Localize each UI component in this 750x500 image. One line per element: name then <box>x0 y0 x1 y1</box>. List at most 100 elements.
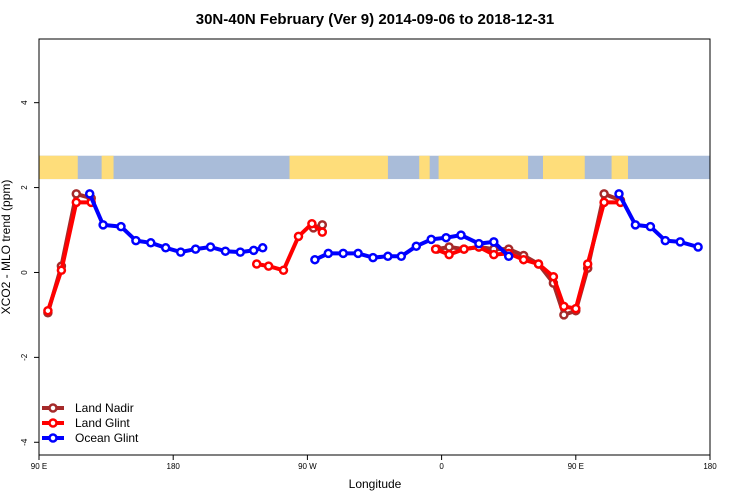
data-point <box>71 189 82 199</box>
data-point <box>518 254 529 265</box>
data-point <box>426 234 436 245</box>
data-point <box>310 254 320 265</box>
data-point <box>630 220 641 230</box>
series-line <box>87 193 264 255</box>
legend-marker <box>48 418 58 428</box>
series-line <box>436 191 622 317</box>
series-land-glint <box>43 197 626 316</box>
data-point <box>675 237 685 247</box>
data-point <box>251 259 262 269</box>
series-line <box>617 192 699 249</box>
data-point <box>71 197 82 208</box>
x-tick-label: 0 <box>439 462 444 471</box>
data-point <box>396 251 407 262</box>
data-point <box>205 242 216 252</box>
data-point <box>98 220 108 230</box>
data-point <box>533 259 544 269</box>
map-land <box>438 155 529 180</box>
data-point <box>503 251 514 262</box>
data-point <box>175 247 186 257</box>
data-point <box>548 271 559 282</box>
data-point <box>599 197 609 208</box>
data-point <box>116 221 126 232</box>
data-point <box>559 301 569 312</box>
data-point <box>441 232 451 243</box>
y-tick-label: -2 <box>20 353 29 361</box>
data-point <box>56 265 67 276</box>
data-point <box>317 227 328 237</box>
series-layer <box>43 189 703 320</box>
data-point <box>160 243 171 253</box>
data-point <box>571 303 581 314</box>
data-point <box>693 242 703 252</box>
x-tick-label: 180 <box>703 462 717 471</box>
data-point <box>317 220 328 230</box>
map-land <box>289 155 388 180</box>
legend-label: Land Nadir <box>75 401 134 415</box>
legend-label: Ocean Glint <box>75 431 139 445</box>
data-point <box>257 243 268 253</box>
x-axis-label: Longitude <box>349 477 402 491</box>
data-point <box>338 248 348 259</box>
map-land <box>542 155 585 180</box>
map-land <box>39 155 78 180</box>
data-point <box>444 242 454 252</box>
data-point <box>456 230 466 240</box>
data-point <box>307 218 317 229</box>
x-axis: 90 E 180 90 W 0 90 E 180 <box>31 455 717 471</box>
y-axis: -4 -2 0 2 4 <box>20 100 39 446</box>
data-point <box>235 247 246 257</box>
data-point <box>146 238 156 248</box>
data-point <box>248 245 259 256</box>
data-point <box>131 235 141 246</box>
data-point <box>293 231 304 242</box>
data-point <box>645 221 656 232</box>
chart-title: 30N-40N February (Ver 9) 2014-09-06 to 2… <box>196 11 555 28</box>
data-point <box>278 265 289 276</box>
data-point <box>474 238 484 249</box>
data-point <box>263 261 274 271</box>
data-point <box>368 252 378 263</box>
data-point <box>459 244 469 254</box>
y-tick-label: 2 <box>20 185 29 190</box>
series-line <box>46 200 92 312</box>
map-band <box>39 155 710 180</box>
data-point <box>559 310 569 320</box>
legend-item: Land Glint <box>42 416 130 430</box>
y-tick-label: 0 <box>20 270 29 275</box>
data-point <box>444 249 454 260</box>
y-tick-label: -4 <box>20 438 29 446</box>
data-point <box>383 251 393 262</box>
x-tick-label: 90 W <box>298 462 317 471</box>
data-point <box>660 235 671 246</box>
map-land <box>419 155 430 180</box>
legend-marker <box>48 433 58 443</box>
x-tick-label: 90 E <box>31 462 47 471</box>
plot-frame <box>38 38 711 456</box>
legend-marker <box>48 403 58 413</box>
x-tick-label: 90 E <box>568 462 584 471</box>
data-point <box>489 237 499 247</box>
map-land <box>101 155 114 180</box>
series-ocean-glint <box>84 189 703 265</box>
data-point <box>614 189 624 199</box>
data-point <box>411 241 422 251</box>
legend-label: Land Glint <box>75 416 130 430</box>
data-point <box>430 244 441 254</box>
data-point <box>489 249 499 260</box>
data-point <box>599 189 609 199</box>
legend-item: Ocean Glint <box>42 431 139 445</box>
y-tick-label: 4 <box>20 100 29 105</box>
data-point <box>220 246 231 256</box>
map-land <box>611 155 628 180</box>
data-point <box>353 248 363 259</box>
x-tick-label: 180 <box>167 462 181 471</box>
y-axis-label: XCO2 - MLO trend (ppm) <box>0 180 13 315</box>
data-point <box>323 248 334 259</box>
legend-item: Land Nadir <box>42 401 134 415</box>
data-point <box>84 189 95 199</box>
data-point <box>582 259 593 269</box>
data-point <box>43 305 53 316</box>
